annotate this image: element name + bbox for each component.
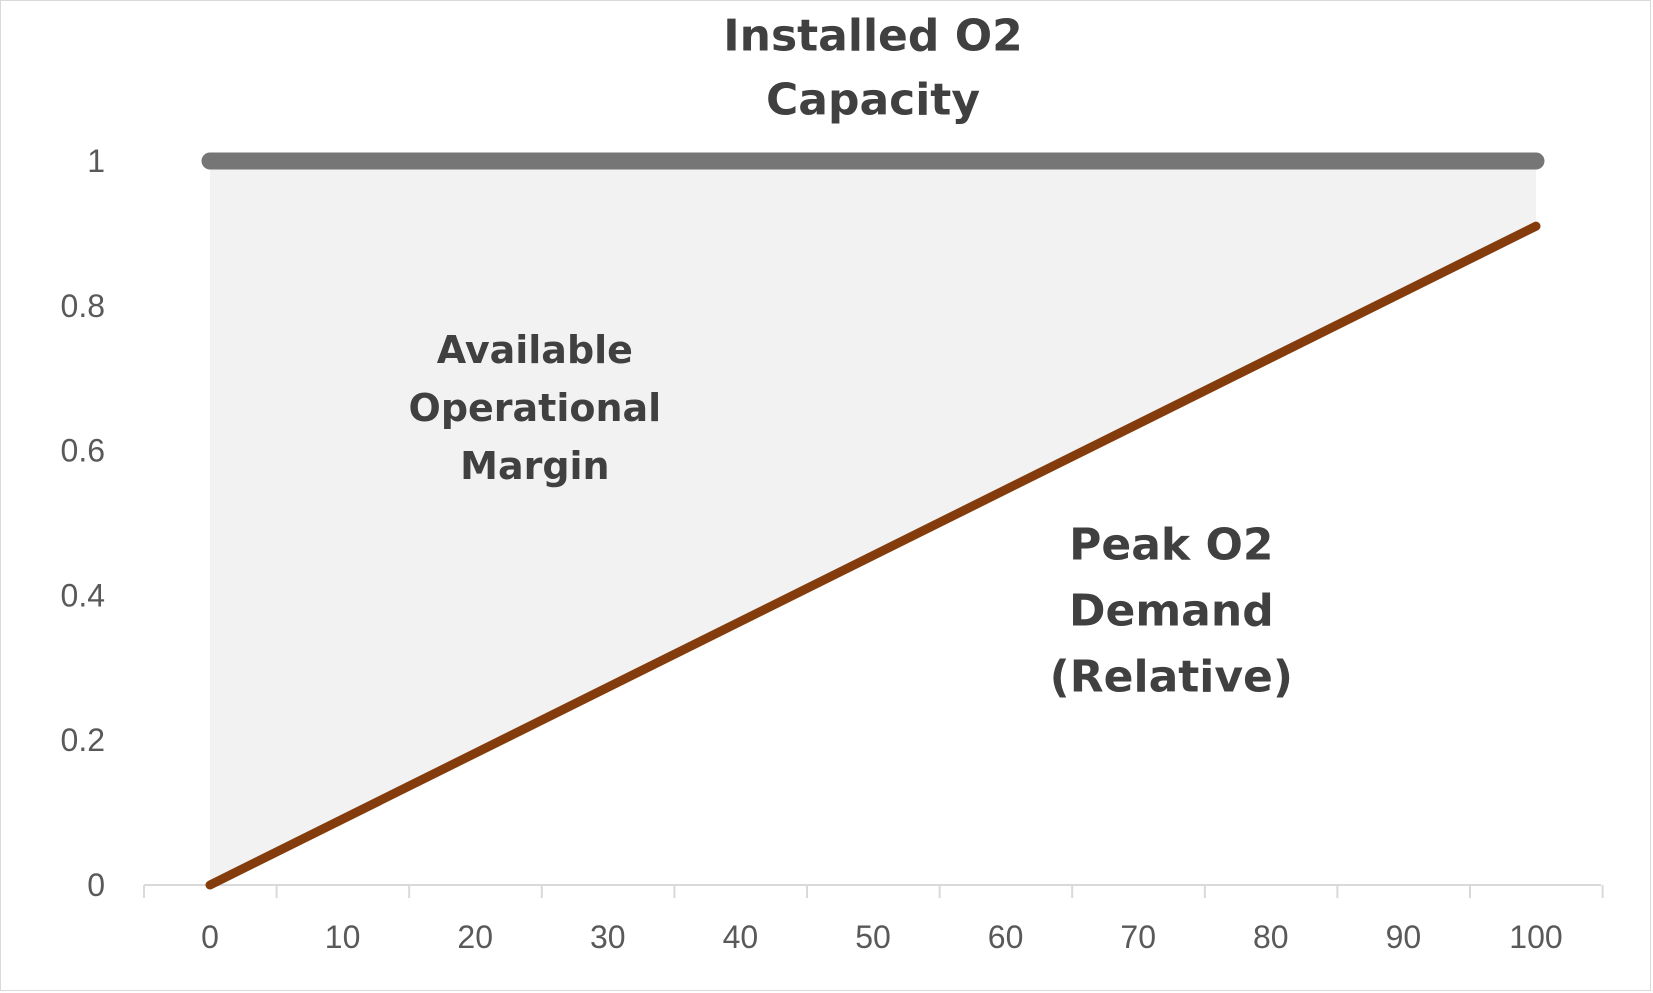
- x-tick-label: 50: [855, 919, 891, 955]
- annotation-1: Available Operational Margin: [409, 328, 662, 488]
- x-tick-label: 90: [1386, 919, 1422, 955]
- x-tick-label: 20: [457, 919, 493, 955]
- annotation-line: Operational: [409, 386, 662, 430]
- annotation-line: Installed O2: [723, 11, 1022, 62]
- annotation-line: Demand: [1069, 586, 1274, 637]
- x-tick-label: 100: [1509, 919, 1562, 955]
- peak-demand-line: [205, 221, 1541, 890]
- x-tick-label: 0: [201, 919, 219, 955]
- x-tick-label: 10: [325, 919, 361, 955]
- y-axis-tick-labels: 0 0.2 0.4 0.6 0.8 1: [61, 143, 105, 903]
- annotation-0: Installed O2 Capacity: [723, 11, 1022, 126]
- x-tick-label: 60: [988, 919, 1024, 955]
- annotation-line: Margin: [460, 444, 609, 488]
- x-tick-label: 70: [1120, 919, 1156, 955]
- y-tick-label: 1: [87, 143, 105, 179]
- y-tick-label: 0.8: [61, 288, 105, 324]
- annotations-layer: Installed O2 Capacity Available Operational…: [409, 11, 1294, 703]
- y-tick-label: 0: [87, 867, 105, 903]
- operational-margin-area: [210, 161, 1536, 885]
- y-tick-label: 0.4: [61, 577, 105, 613]
- annotation-line: Peak O2: [1069, 520, 1273, 571]
- annotation-line: Available: [437, 328, 633, 372]
- x-tick-label: 80: [1253, 919, 1289, 955]
- annotation-2: Peak O2 Demand (Relative): [1050, 520, 1293, 703]
- y-tick-label: 0.2: [61, 722, 105, 758]
- y-tick-label: 0.6: [61, 433, 105, 469]
- x-tick-label: 40: [723, 919, 759, 955]
- x-axis-tick-labels: 0 10 20 30 40 50 60 70 80 90 100: [201, 919, 1563, 955]
- series-layer: [201, 152, 1545, 890]
- annotation-line: (Relative): [1050, 652, 1293, 703]
- x-tick-label: 30: [590, 919, 626, 955]
- margin-area-layer: [210, 161, 1536, 885]
- x-axis: [143, 884, 1604, 898]
- annotation-line: Capacity: [766, 75, 980, 126]
